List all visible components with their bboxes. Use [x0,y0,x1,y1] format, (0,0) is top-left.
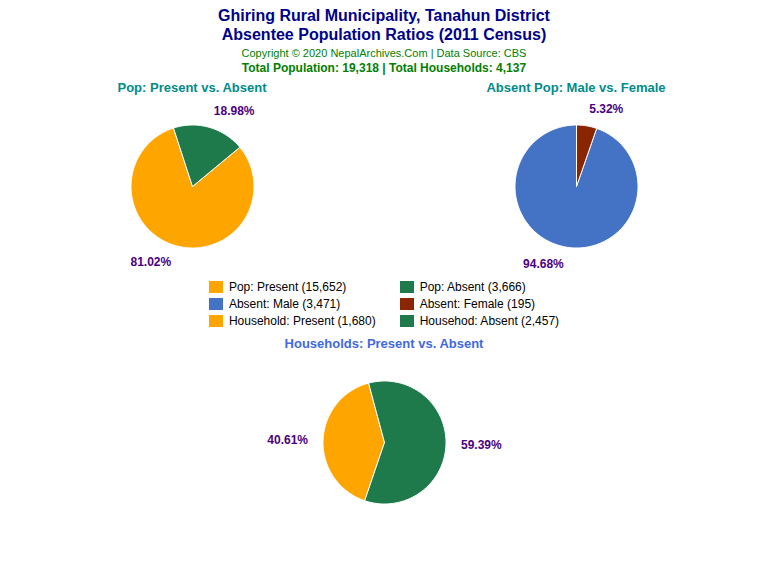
html-text:Copyright © 2020 NepalArchives: Copyright © 2020 NepalArchives.Com | Dat… [241,47,527,59]
svg-text:40.61%: 40.61% [267,433,308,447]
html-text:Pop: Absent (3,666): Pop: Absent (3,666) [419,280,526,294]
svg-text:81.02%: 81.02% [131,255,172,269]
svg-text:94.68%: 94.68% [523,257,564,271]
svg-text:59.39%: 59.39% [461,438,502,452]
html-text:Total Population: 19,318 | Tot: Total Population: 19,318 | Total Househo… [241,61,527,75]
svg-text:5.32%: 5.32% [589,102,623,116]
html-text:Absent Pop: Male vs. Female: Absent Pop: Male vs. Female [486,80,666,95]
html-text:Household: Present (1,680): Household: Present (1,680) [228,314,376,328]
html-text:Absent: Female (195): Absent: Female (195) [419,297,535,311]
html-text:Househod: Absent (2,457): Househod: Absent (2,457) [419,314,560,328]
html-text:Absent: Male (3,471): Absent: Male (3,471) [228,297,341,311]
html-text:Ghiring Rural Municipality, Ta: Ghiring Rural Municipality, Tanahun Dist… [218,7,550,24]
html-text:Absentee Population Ratios (20: Absentee Population Ratios (2011 Census) [221,26,547,43]
html-text:Households: Present vs. Absent: Households: Present vs. Absent [284,336,484,351]
svg-text:18.98%: 18.98% [214,104,255,118]
html-text:Pop: Present (15,652): Pop: Present (15,652) [228,280,347,294]
html-text:Pop: Present vs. Absent: Pop: Present vs. Absent [117,80,267,95]
